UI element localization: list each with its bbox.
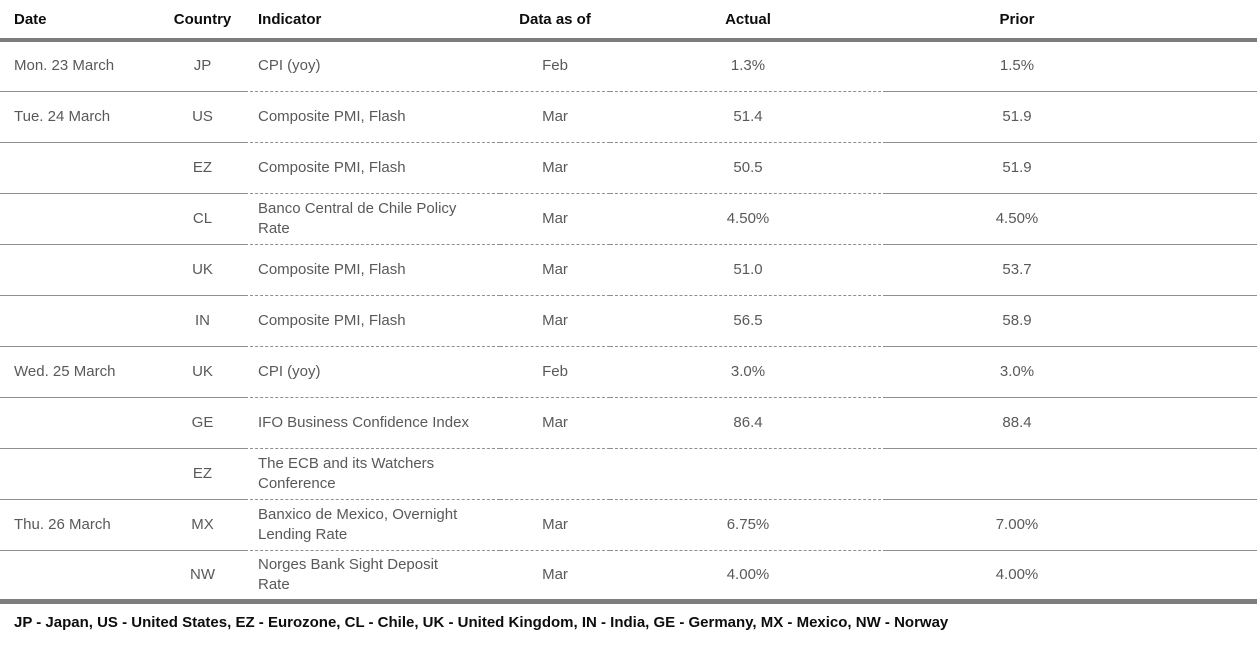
actual-cell: 3.0% — [610, 346, 886, 398]
prior-cell: 53.7 — [886, 244, 1148, 296]
table-row: CL Banco Central de Chile Policy Rate Ma… — [0, 193, 1257, 245]
date-cell — [0, 142, 160, 194]
indicator-cell: Banxico de Mexico, Overnight Lending Rat… — [245, 499, 500, 551]
country-code-legend: JP - Japan, US - United States, EZ - Eur… — [14, 613, 949, 631]
spacer-cell — [1148, 295, 1257, 347]
table-row: EZ The ECB and its Watchers Conference — [0, 448, 1257, 500]
spacer-cell — [1148, 91, 1257, 143]
data-as-of-cell — [500, 448, 610, 500]
table-row: Tue. 24 March US Composite PMI, Flash Ma… — [0, 91, 1257, 143]
prior-cell: 7.00% — [886, 499, 1148, 551]
date-cell: Mon. 23 March — [0, 40, 160, 92]
table-row: UK Composite PMI, Flash Mar 51.0 53.7 — [0, 244, 1257, 296]
spacer-cell — [1148, 244, 1257, 296]
country-cell: EZ — [160, 448, 245, 500]
data-as-of-cell: Mar — [500, 397, 610, 449]
actual-cell: 4.00% — [726, 565, 770, 583]
date-cell: Tue. 24 March — [0, 91, 160, 143]
country-cell: EZ — [160, 142, 245, 194]
data-as-of-cell: Mar — [500, 91, 610, 143]
actual-cell — [610, 448, 886, 500]
date-cell — [0, 448, 160, 500]
country-cell: NW — [190, 565, 215, 583]
actual-cell: 51.0 — [610, 244, 886, 296]
spacer-cell — [1148, 397, 1257, 449]
country-cell: IN — [160, 295, 245, 347]
date-cell: Thu. 26 March — [0, 499, 160, 551]
indicator-cell: Composite PMI, Flash — [245, 91, 500, 143]
country-cell: JP — [160, 40, 245, 92]
header-row: Date Country Indicator Data as of Actual… — [0, 0, 1257, 42]
table-row: GE IFO Business Confidence Index Mar 86.… — [0, 397, 1257, 449]
data-as-of-cell: Feb — [500, 40, 610, 92]
actual-cell: 1.3% — [610, 40, 886, 92]
spacer-cell — [1148, 193, 1257, 245]
prior-cell: 3.0% — [886, 346, 1148, 398]
prior-cell: 88.4 — [886, 397, 1148, 449]
date-cell — [0, 244, 160, 296]
indicator-cell: IFO Business Confidence Index — [245, 397, 500, 449]
data-as-of-cell: Mar — [500, 295, 610, 347]
column-header-indicator: Indicator — [245, 0, 500, 42]
indicator-cell: Composite PMI, Flash — [245, 244, 500, 296]
table-row: Thu. 26 March MX Banxico de Mexico, Over… — [0, 499, 1257, 551]
indicator-cell: The ECB and its Watchers Conference — [245, 448, 500, 500]
prior-cell: 58.9 — [886, 295, 1148, 347]
country-cell: CL — [160, 193, 245, 245]
indicator-cell: Banco Central de Chile Policy Rate — [245, 193, 500, 245]
actual-cell: 56.5 — [610, 295, 886, 347]
actual-cell: 6.75% — [610, 499, 886, 551]
country-cell: UK — [160, 244, 245, 296]
data-as-of-cell: Feb — [500, 346, 610, 398]
spacer-cell — [1148, 142, 1257, 194]
prior-cell: 4.00% — [995, 565, 1039, 583]
data-as-of-cell: Mar — [500, 193, 610, 245]
actual-cell: 86.4 — [610, 397, 886, 449]
prior-cell: 4.50% — [886, 193, 1148, 245]
date-cell — [0, 550, 160, 601]
column-header-country: Country — [160, 0, 245, 42]
actual-cell: 4.50% — [610, 193, 886, 245]
date-cell — [0, 397, 160, 449]
country-cell: US — [160, 91, 245, 143]
indicator-cell: Composite PMI, Flash — [245, 295, 500, 347]
country-cell: MX — [160, 499, 245, 551]
column-header-data-as-of: Data as of — [500, 0, 610, 42]
indicator-cell: Composite PMI, Flash — [245, 142, 500, 194]
prior-cell: 1.5% — [886, 40, 1148, 92]
spacer-cell — [1148, 550, 1257, 601]
date-cell — [0, 295, 160, 347]
data-as-of-cell: Mar — [542, 565, 568, 583]
indicator-cell: CPI (yoy) — [245, 40, 500, 92]
actual-cell: 51.4 — [610, 91, 886, 143]
spacer-cell — [1148, 346, 1257, 398]
data-as-of-cell: Mar — [500, 499, 610, 551]
data-as-of-cell: Mar — [500, 244, 610, 296]
economic-calendar-table: Date Country Indicator Data as of Actual… — [0, 0, 1257, 604]
column-header-actual: Actual — [610, 0, 886, 42]
column-header-date: Date — [0, 0, 160, 42]
indicator-cell: CPI (yoy) — [245, 346, 500, 398]
date-cell — [0, 193, 160, 245]
actual-cell: 50.5 — [610, 142, 886, 194]
country-cell: UK — [160, 346, 245, 398]
country-cell: GE — [160, 397, 245, 449]
table-row: EZ Composite PMI, Flash Mar 50.5 51.9 — [0, 142, 1257, 194]
spacer-cell — [1148, 499, 1257, 551]
prior-cell: 51.9 — [886, 91, 1148, 143]
table-row: Wed. 25 March UK CPI (yoy) Feb 3.0% 3.0% — [0, 346, 1257, 398]
table-row: Mon. 23 March JP CPI (yoy) Feb 1.3% 1.5% — [0, 40, 1257, 92]
table-row: NW Norges Bank Sight Deposit Rate Mar 4.… — [0, 550, 1257, 601]
spacer-cell — [1148, 448, 1257, 500]
column-header-spacer — [1148, 0, 1257, 42]
table-row: IN Composite PMI, Flash Mar 56.5 58.9 — [0, 295, 1257, 347]
prior-cell: 51.9 — [886, 142, 1148, 194]
date-cell: Wed. 25 March — [0, 346, 160, 398]
indicator-cell: Norges Bank Sight Deposit Rate — [258, 555, 439, 593]
prior-cell — [886, 448, 1148, 500]
data-as-of-cell: Mar — [500, 142, 610, 194]
column-header-prior: Prior — [886, 0, 1148, 42]
spacer-cell — [1148, 40, 1257, 92]
